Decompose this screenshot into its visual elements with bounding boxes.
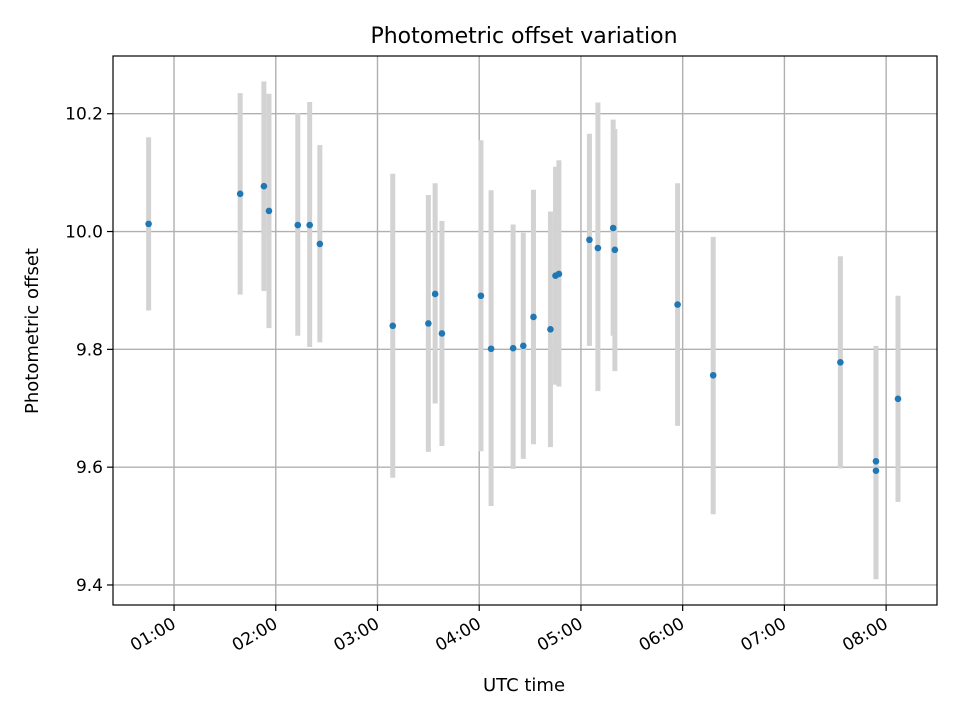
data-point (530, 313, 537, 321)
data-point (425, 320, 432, 327)
data-point (509, 344, 517, 352)
y-tick-label: 9.6 (76, 458, 103, 478)
data-point (145, 220, 152, 228)
plot-area-frame (112, 55, 938, 606)
data-point (894, 395, 902, 403)
data-point (236, 190, 244, 198)
data-point (547, 326, 554, 333)
data-point (555, 270, 563, 278)
data-point (294, 221, 302, 229)
data-point (438, 330, 446, 337)
data-point (316, 240, 324, 248)
data-point (306, 221, 313, 229)
data-points (145, 182, 902, 474)
y-tick-label: 10.0 (65, 223, 103, 243)
data-point (837, 359, 844, 366)
data-point (674, 301, 681, 308)
y-axis-label: Photometric offset (22, 248, 43, 414)
y-tick-label: 9.8 (76, 340, 103, 360)
data-point (431, 290, 439, 298)
data-point (586, 236, 593, 244)
y-tick-label: 10.2 (65, 105, 103, 125)
data-point (611, 246, 619, 254)
x-axis-label: UTC time (483, 675, 565, 696)
data-point (872, 467, 880, 474)
chart-title: Photometric offset variation (370, 24, 677, 49)
data-point (709, 371, 717, 379)
data-point (265, 207, 273, 215)
y-tick-label: 9.4 (76, 576, 103, 596)
data-point (520, 342, 527, 350)
data-point (477, 292, 485, 300)
data-point (872, 457, 880, 465)
data-point (487, 345, 495, 353)
data-point (609, 224, 617, 232)
data-point (389, 322, 397, 330)
y-axis-ticks: 9.4 9.6 9.8 10.0 10.2 (65, 105, 113, 596)
data-point (594, 244, 602, 252)
data-point (260, 182, 268, 190)
